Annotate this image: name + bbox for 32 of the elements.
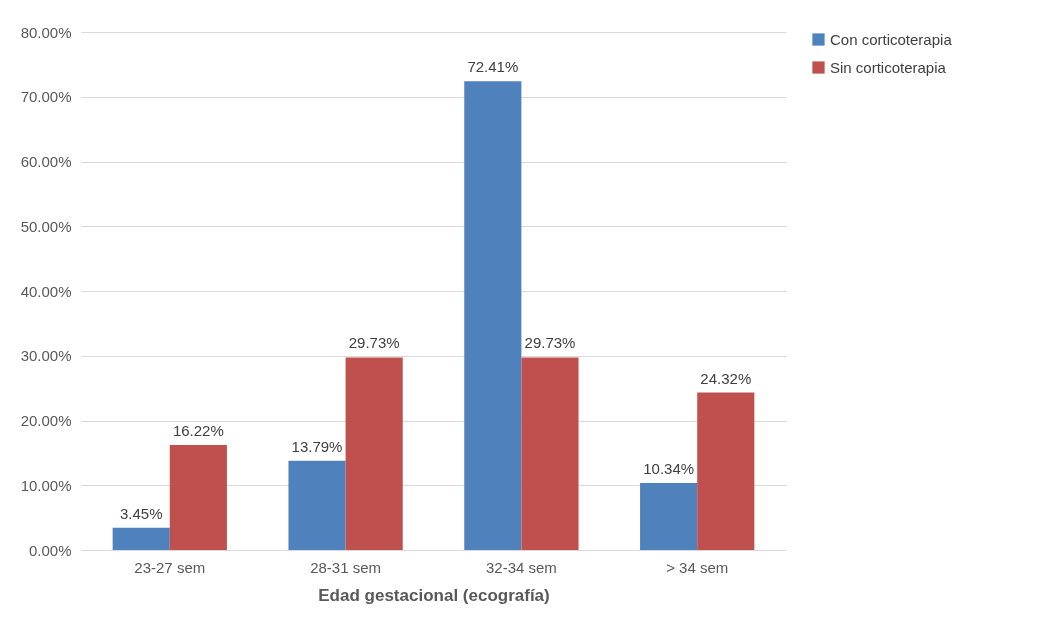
data-label: 29.73% xyxy=(348,334,400,352)
x-tick-label: 32-34 sem xyxy=(485,558,557,576)
bar xyxy=(169,444,227,550)
bar xyxy=(640,483,698,550)
data-label: 24.32% xyxy=(700,369,752,387)
data-label: 13.79% xyxy=(291,437,343,455)
data-label: 72.41% xyxy=(467,58,519,76)
bar xyxy=(345,357,403,550)
bar xyxy=(464,81,522,550)
legend-label: Sin corticoterapia xyxy=(830,58,947,76)
x-axis-title: Edad gestacional (ecografía) xyxy=(318,585,550,605)
y-tick-label: 60.00% xyxy=(20,153,72,170)
y-tick-label: 80.00% xyxy=(20,23,72,41)
legend-label: Con corticoterapia xyxy=(830,30,953,48)
y-tick-label: 70.00% xyxy=(20,88,72,106)
x-tick-label: 28-31 sem xyxy=(310,558,382,576)
data-label: 29.73% xyxy=(524,334,576,352)
y-tick-label: 10.00% xyxy=(20,476,72,494)
y-tick-label: 0.00% xyxy=(28,541,72,559)
x-tick-label: 23-27 sem xyxy=(134,558,206,576)
y-tick-label: 20.00% xyxy=(20,412,72,429)
data-label: 10.34% xyxy=(643,460,695,478)
bar xyxy=(112,527,170,550)
bar xyxy=(521,357,579,550)
bar xyxy=(697,392,755,550)
y-tick-label: 30.00% xyxy=(20,347,72,365)
x-tick-label: > 34 sem xyxy=(666,558,729,576)
data-label: 16.22% xyxy=(172,421,224,439)
y-tick-label: 40.00% xyxy=(20,282,72,300)
data-label: 3.45% xyxy=(119,504,163,522)
bar xyxy=(288,460,346,550)
y-tick-label: 50.00% xyxy=(20,217,72,235)
